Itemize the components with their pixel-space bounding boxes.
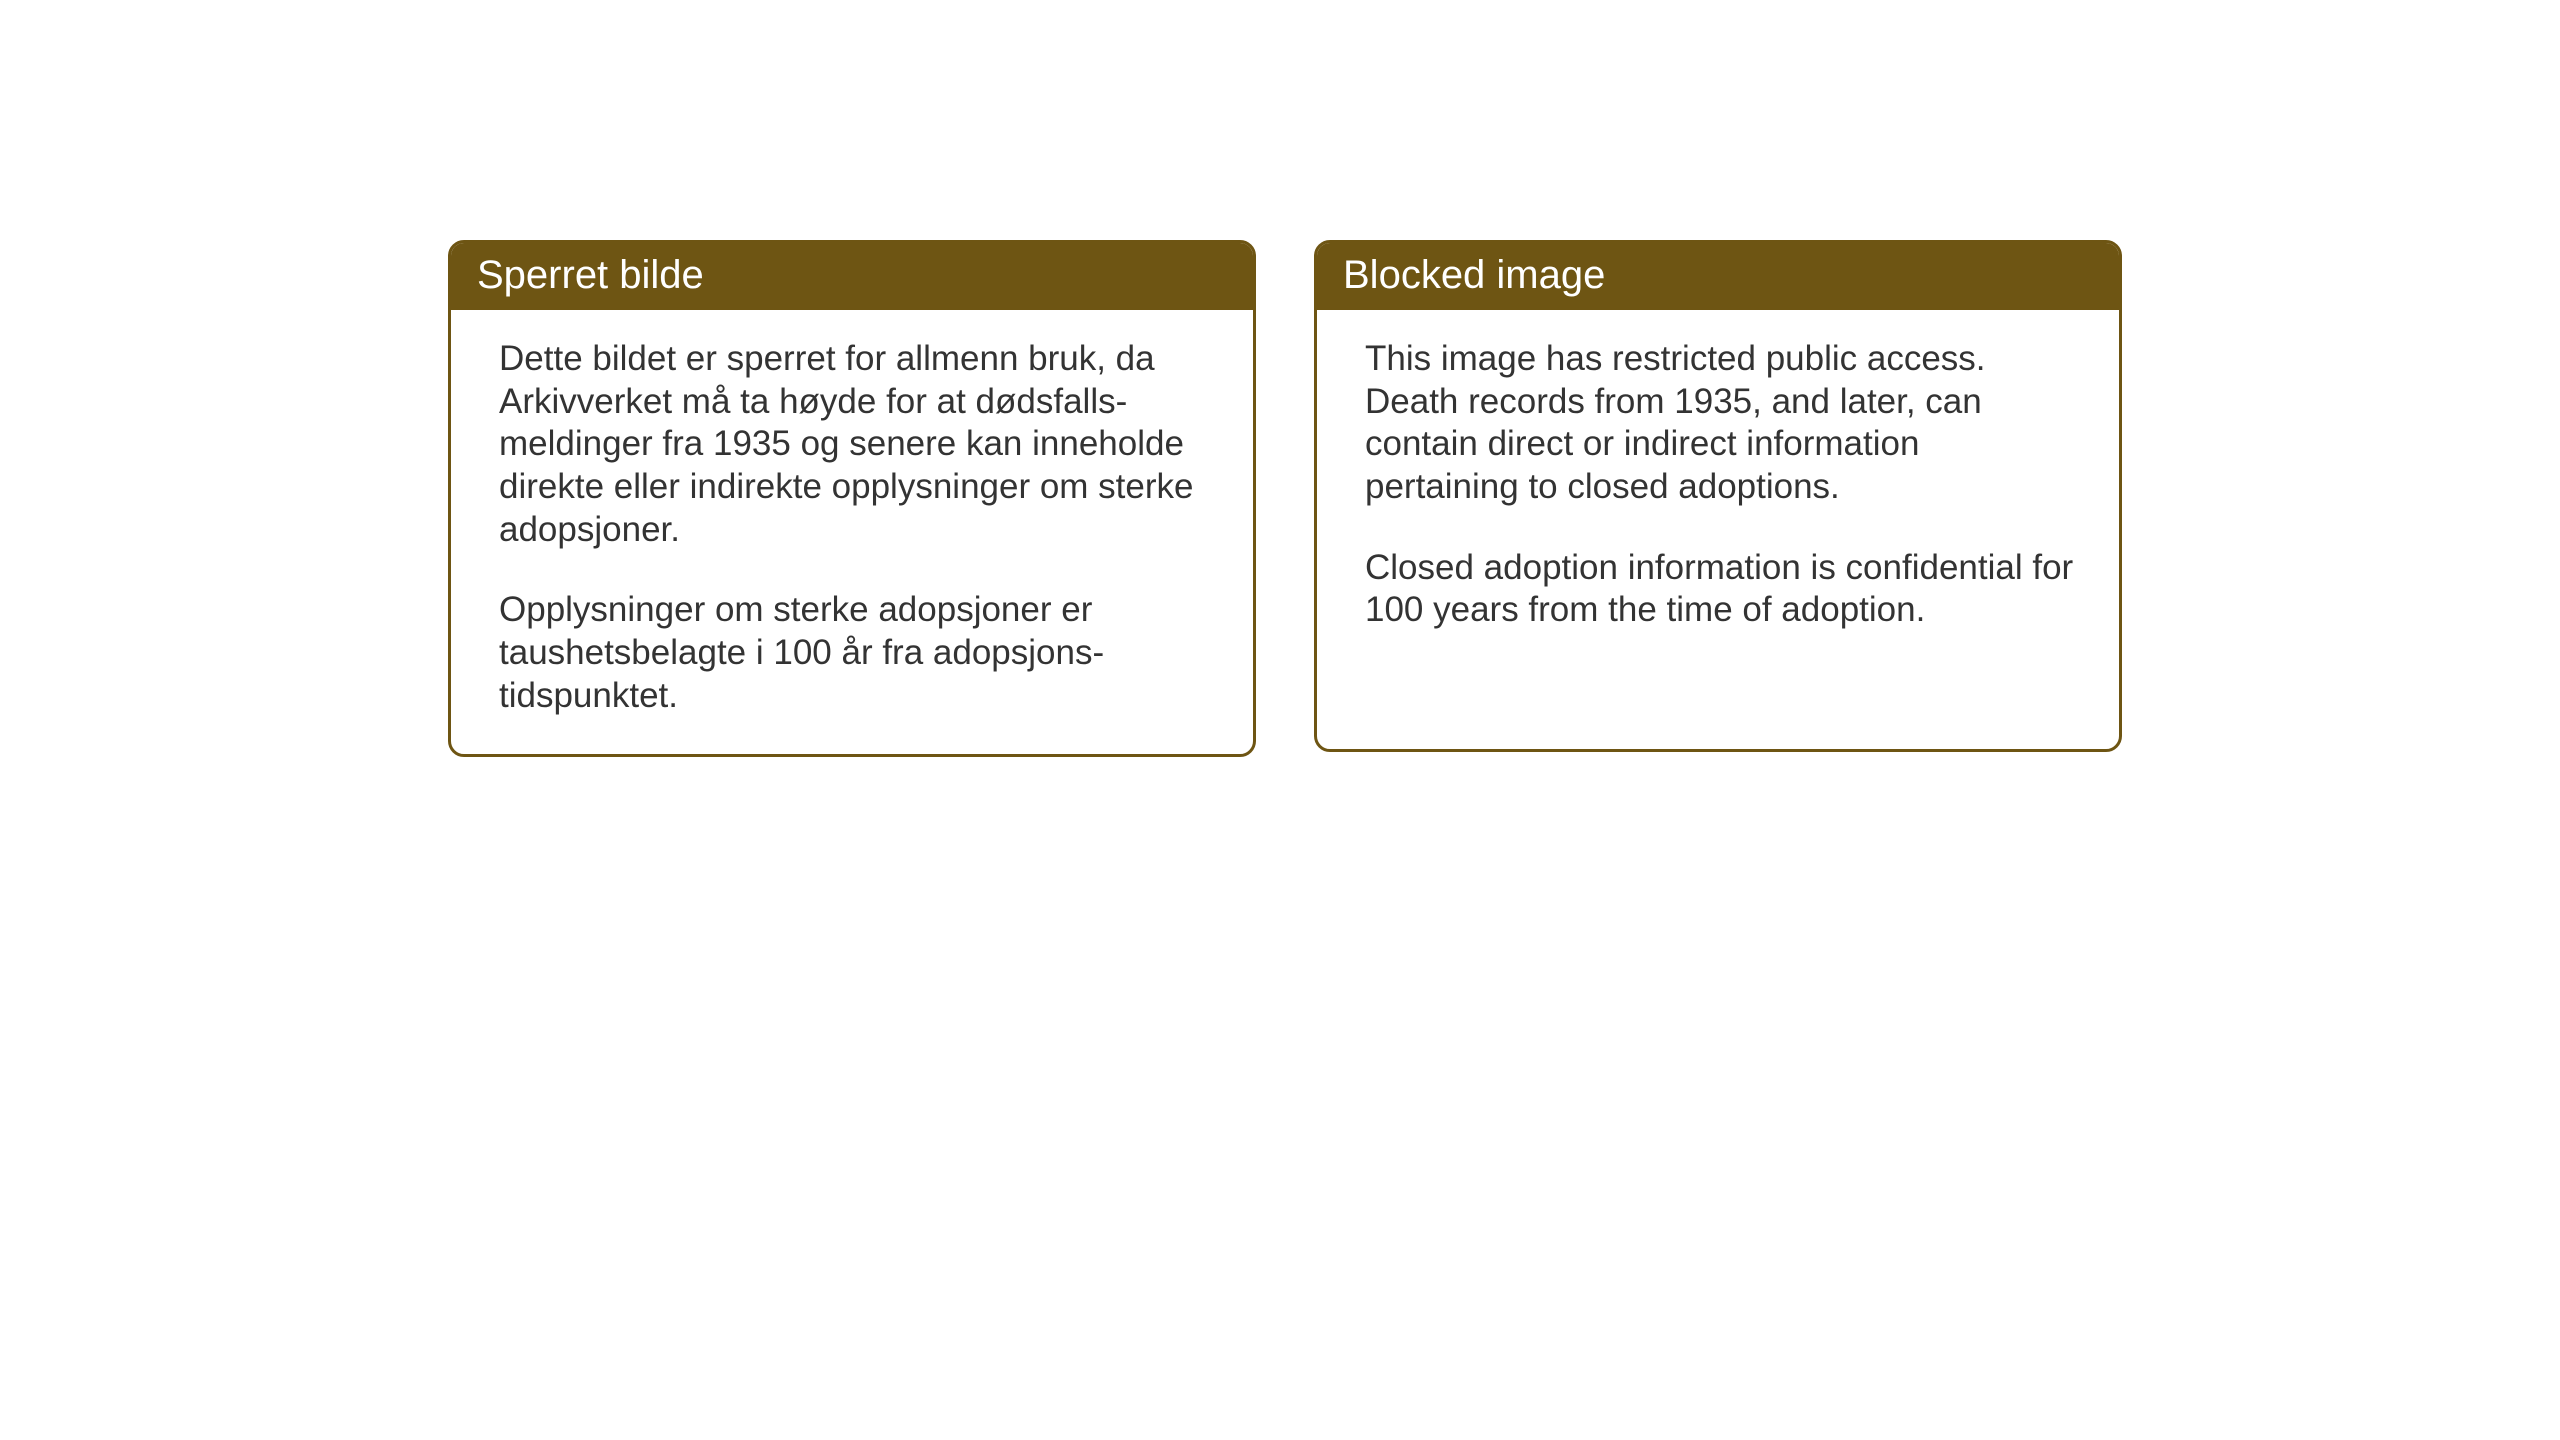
card-paragraph: Dette bildet er sperret for allmenn bruk… xyxy=(499,338,1209,551)
card-header-norwegian: Sperret bilde xyxy=(451,243,1253,310)
card-body-norwegian: Dette bildet er sperret for allmenn bruk… xyxy=(451,310,1253,754)
card-paragraph: This image has restricted public access.… xyxy=(1365,338,2075,509)
card-paragraph: Opplysninger om sterke adopsjoner er tau… xyxy=(499,589,1209,717)
card-body-english: This image has restricted public access.… xyxy=(1317,310,2119,668)
notice-container: Sperret bilde Dette bildet er sperret fo… xyxy=(448,240,2122,757)
notice-card-english: Blocked image This image has restricted … xyxy=(1314,240,2122,752)
card-header-english: Blocked image xyxy=(1317,243,2119,310)
notice-card-norwegian: Sperret bilde Dette bildet er sperret fo… xyxy=(448,240,1256,757)
card-paragraph: Closed adoption information is confident… xyxy=(1365,547,2075,632)
card-title: Blocked image xyxy=(1343,253,1605,297)
card-title: Sperret bilde xyxy=(477,253,704,297)
